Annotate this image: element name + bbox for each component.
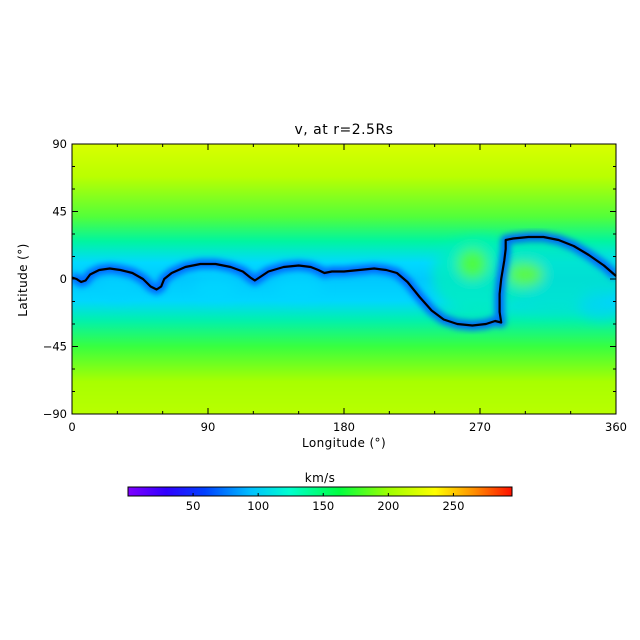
field-feature	[274, 276, 323, 300]
y-tick-label: 0	[60, 272, 67, 286]
colorbar-tick-label: 50	[186, 499, 201, 513]
colorbar-tick-label: 200	[377, 499, 399, 513]
colorbar-ticks: 50 100 150 200 250	[186, 493, 464, 513]
colorbar-tick-label: 150	[312, 499, 334, 513]
field-feature	[194, 276, 237, 300]
velocity-map	[72, 144, 616, 414]
x-tick-label: 90	[201, 420, 216, 434]
y-tick-label: 90	[52, 137, 67, 151]
neutral-line	[71, 235, 617, 327]
y-tick-label: −90	[43, 407, 67, 421]
x-axis-label: Longitude (°)	[301, 436, 387, 450]
field-feature	[579, 291, 616, 321]
field-feature	[507, 262, 544, 287]
field-feature	[457, 249, 488, 279]
x-tick-label: 360	[605, 420, 627, 434]
colorbar-tick-label: 100	[247, 499, 269, 513]
colorbar-tick-label: 250	[442, 499, 464, 513]
colorbar	[127, 486, 513, 497]
x-tick-label: 180	[333, 420, 355, 434]
x-tick-label: 270	[469, 420, 491, 434]
chart-title: v, at r=2.5Rs	[294, 122, 394, 138]
y-tick-label: 45	[52, 205, 67, 219]
colorbar-label: km/s	[304, 471, 336, 485]
x-tick-label: 0	[68, 420, 75, 434]
y-tick-label: −45	[43, 340, 67, 354]
y-axis-label: Latitude (°)	[16, 243, 30, 317]
x-axis: 0 90 180 270 360	[68, 144, 627, 434]
y-axis: 90 45 0 −45 −90	[43, 137, 616, 421]
field-feature	[487, 246, 616, 312]
field-feature	[102, 276, 133, 300]
